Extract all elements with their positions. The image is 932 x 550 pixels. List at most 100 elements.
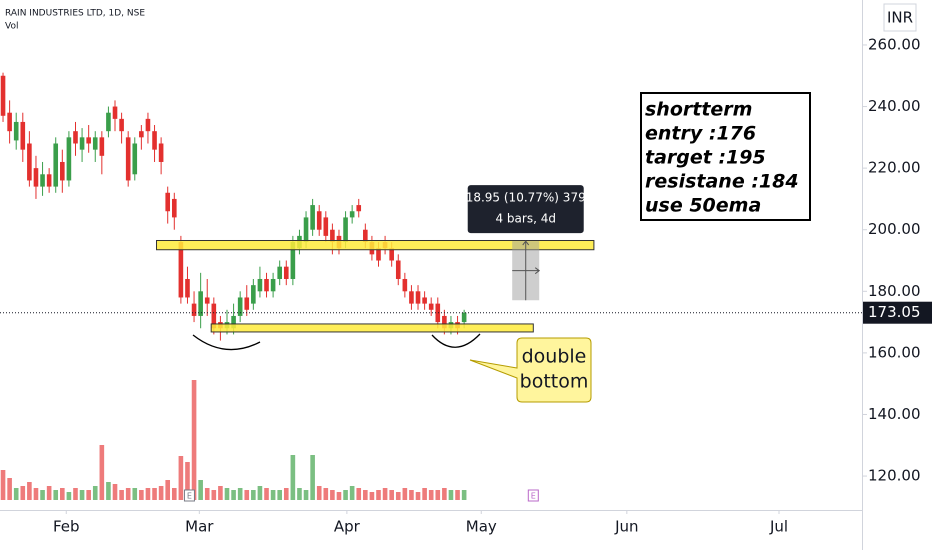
callout-text: double	[522, 346, 587, 368]
note-line: resistane :184	[645, 171, 799, 193]
candle-body	[204, 297, 210, 304]
candle-body	[303, 217, 309, 243]
volume-bar	[435, 490, 441, 500]
volume-bar	[218, 486, 223, 500]
volume-bar	[369, 492, 375, 500]
volume-bar	[224, 488, 230, 500]
candle-body	[349, 211, 355, 218]
candle-body	[257, 278, 263, 292]
volume-bar	[461, 490, 467, 500]
candle-body	[442, 315, 447, 329]
candle-body	[20, 121, 26, 150]
x-tick-label: Apr	[334, 518, 361, 536]
candle-body	[264, 278, 269, 292]
note-line: shortterm	[645, 99, 752, 121]
candle-body	[33, 168, 39, 187]
candle-body	[99, 137, 105, 156]
candle-body	[165, 192, 171, 212]
bottom-arc	[431, 333, 481, 348]
candle-body	[316, 211, 322, 230]
volume-bar	[211, 490, 217, 500]
candle-body	[237, 297, 243, 316]
volume-bar	[382, 488, 388, 500]
y-tick-label: 140.00	[868, 405, 921, 423]
volume-bar	[13, 488, 19, 500]
volume-label: Vol	[5, 22, 18, 32]
zones	[156, 239, 595, 333]
currency: INR	[887, 9, 913, 27]
volume-bar	[316, 486, 322, 500]
candle-body	[132, 143, 138, 175]
y-tick-label: 160.00	[868, 343, 921, 361]
volume-bar	[422, 488, 427, 500]
x-tick-label: Feb	[53, 518, 80, 536]
volume-bar	[125, 488, 131, 500]
last-price-label: 173.05	[868, 303, 921, 321]
candle-body	[251, 285, 256, 304]
candle-body	[46, 174, 52, 187]
volume-bar	[270, 490, 276, 500]
candle-body	[343, 217, 348, 243]
earnings-label: E	[187, 492, 192, 501]
candle-body	[231, 315, 236, 329]
volume-bar	[158, 486, 164, 500]
candle-body	[171, 198, 177, 218]
volume-bar	[297, 488, 302, 500]
last-price-tag	[863, 301, 932, 324]
volume-bar	[139, 490, 144, 500]
candle-body	[40, 174, 45, 187]
candle-body	[7, 112, 12, 132]
candle-body	[0, 75, 6, 116]
chart-title: RAIN INDUSTRIES LTD, 1D, NSE	[5, 9, 145, 19]
candle-body	[415, 291, 421, 304]
volume-bar	[152, 488, 157, 500]
volume-bar	[448, 490, 454, 500]
y-tick-label: 120.00	[868, 467, 921, 485]
volume-bar	[171, 488, 177, 500]
volume-bar	[395, 492, 401, 500]
y-tick-label: 240.00	[868, 97, 921, 115]
candle-body	[139, 131, 144, 138]
candle-body	[363, 229, 368, 243]
volume-bar	[363, 490, 368, 500]
candle-body	[211, 303, 217, 329]
volume-bar	[106, 482, 111, 500]
volume-bar	[185, 462, 190, 500]
volume-bar	[73, 488, 78, 500]
candle-body	[244, 297, 250, 310]
candle-body	[270, 278, 276, 292]
volume-bar	[66, 492, 72, 500]
volume-bar	[303, 490, 309, 500]
candle-body	[191, 303, 197, 316]
callout-bubble	[469, 337, 592, 403]
volume-bar	[7, 478, 12, 500]
candle-body	[283, 266, 289, 279]
volume-bar	[119, 490, 124, 500]
candle-body	[53, 143, 59, 187]
volume-bar	[204, 488, 210, 500]
currency-box	[883, 3, 917, 32]
candle-body	[158, 143, 164, 162]
candle-body	[376, 248, 381, 261]
volume-bar	[283, 488, 289, 500]
candle-body	[389, 248, 394, 261]
measure-tooltip	[467, 185, 584, 234]
measure-arrow	[512, 240, 541, 301]
candle-body	[428, 303, 434, 310]
volume-bar	[343, 490, 348, 500]
volume-bar	[40, 490, 45, 500]
candle-body	[66, 137, 72, 181]
volume-bar	[53, 490, 59, 500]
candle-body	[178, 242, 184, 298]
x-tick-label: Jul	[769, 518, 788, 536]
candle-body	[395, 260, 401, 279]
x-tick-label: Jun	[614, 518, 638, 536]
candle-body	[60, 161, 65, 181]
note-line: use 50ema	[645, 195, 761, 217]
earnings-label: E	[531, 492, 536, 501]
note-line: entry :176	[645, 123, 756, 145]
y-tick-label: 220.00	[868, 159, 921, 177]
volume-bar	[264, 488, 269, 500]
